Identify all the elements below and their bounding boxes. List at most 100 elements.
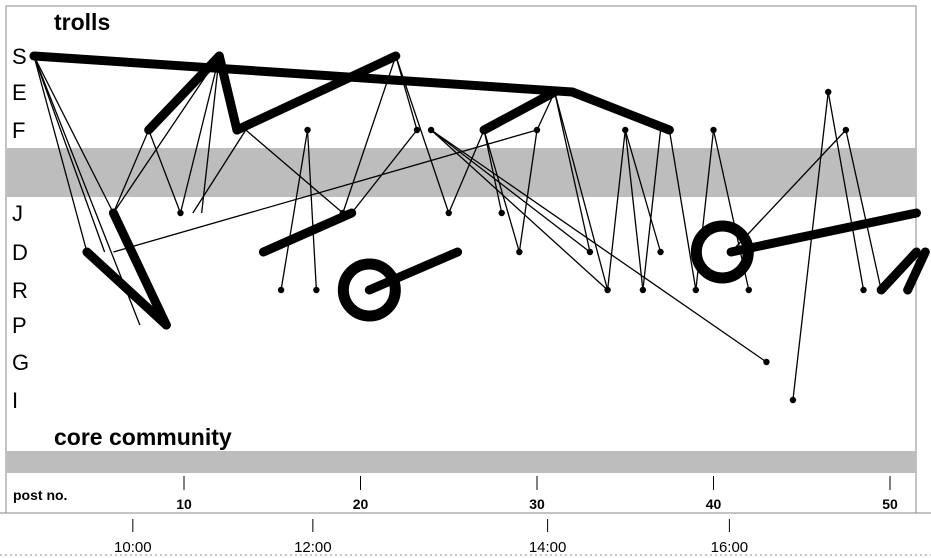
post-node-3 <box>304 126 311 134</box>
thin-edge-12 <box>306 129 318 291</box>
thin-edge-2 <box>33 55 114 214</box>
post-tick-label-40: 40 <box>706 496 722 512</box>
thick-edge-2 <box>144 51 224 135</box>
thin-edge-34 <box>730 129 847 253</box>
thin-edge-22 <box>483 129 520 253</box>
thick-edge-9 <box>364 247 463 295</box>
post-node-4 <box>313 286 320 294</box>
section-label-trolls: trolls <box>54 9 110 35</box>
post-nodes <box>145 88 867 404</box>
thin-edge-26 <box>554 91 609 291</box>
thin-edge-23 <box>518 129 538 253</box>
rings <box>337 220 754 322</box>
post-node-24 <box>860 286 867 294</box>
post-node-16 <box>657 248 664 256</box>
thin-edge-35 <box>792 91 829 401</box>
thin-edge-8 <box>201 55 220 214</box>
thick-edge-0 <box>29 51 577 97</box>
thick-edge-4 <box>232 51 401 135</box>
post-node-10 <box>516 248 523 256</box>
thick-edges <box>29 51 930 330</box>
post-node-9 <box>498 209 505 217</box>
post-node-0 <box>145 126 152 134</box>
core-community-band <box>7 451 916 473</box>
row-label-g: G <box>12 350 29 375</box>
x-axis-title: post no. <box>13 487 67 503</box>
post-node-18 <box>710 126 717 134</box>
thin-edge-5 <box>148 129 182 214</box>
post-node-14 <box>622 126 629 134</box>
thin-edge-0 <box>33 55 88 253</box>
thick-edge-11 <box>876 247 921 295</box>
thin-edge-30 <box>624 129 662 253</box>
thin-edge-17 <box>430 129 591 253</box>
thin-edge-11 <box>280 129 309 291</box>
post-node-8 <box>445 209 452 217</box>
post-node-5 <box>339 209 347 217</box>
thin-edge-36 <box>827 91 865 291</box>
thin-edge-27 <box>606 129 626 291</box>
post-tick-label-10: 10 <box>176 496 192 512</box>
thin-edge-37 <box>845 129 882 291</box>
post-node-13 <box>604 286 611 294</box>
post-node-7 <box>427 126 435 134</box>
thin-edge-7 <box>112 55 220 214</box>
thin-edge-9 <box>192 129 247 214</box>
post-node-1 <box>177 209 184 217</box>
post-node-19 <box>745 286 752 294</box>
thin-edge-20 <box>448 129 485 214</box>
thick-edge-7 <box>108 208 171 330</box>
post-tick-label-30: 30 <box>529 496 545 512</box>
section-label-core-community: core community <box>54 424 232 450</box>
thin-edge-28 <box>624 129 644 291</box>
thin-edge-18 <box>430 129 609 291</box>
thin-edge-29 <box>642 129 662 291</box>
thin-edge-19 <box>430 129 767 363</box>
time-tick-label-0: 10:00 <box>114 539 152 556</box>
row-label-e: E <box>12 80 27 105</box>
thin-edge-25 <box>554 91 591 253</box>
time-tick-label-1: 12:00 <box>294 539 332 556</box>
thick-edge-5 <box>479 87 560 135</box>
thin-edge-6 <box>179 55 220 214</box>
thick-edge-6 <box>82 247 171 330</box>
thick-edge-8 <box>258 208 357 257</box>
thin-edge-4 <box>112 129 150 214</box>
post-node-22 <box>825 88 832 96</box>
thin-edge-3 <box>33 55 106 253</box>
thin-edge-31 <box>668 129 697 291</box>
row-label-s: S <box>12 44 27 69</box>
post-tick-label-50: 50 <box>882 496 898 512</box>
time-tick-label-3: 16:00 <box>711 539 749 556</box>
post-node-20 <box>763 358 770 366</box>
post-node-2 <box>277 286 285 294</box>
thick-edge-1 <box>567 87 674 135</box>
post-number-axis: 10 20 30 40 50 <box>176 476 898 512</box>
thick-edge-10 <box>726 208 921 257</box>
post-node-23 <box>842 126 850 134</box>
post-tick-label-20: 20 <box>353 496 369 512</box>
troll-separator-band <box>7 148 916 197</box>
post-node-6 <box>413 126 421 134</box>
thin-edge-15 <box>351 129 418 214</box>
thin-edges <box>33 55 882 401</box>
ring-1 <box>690 220 754 284</box>
time-axis: 10:00 12:00 14:00 16:00 <box>114 519 748 556</box>
thick-edge-3 <box>214 51 242 135</box>
post-node-11 <box>533 126 541 134</box>
row-label-p: P <box>12 313 27 338</box>
row-label-d: D <box>12 240 28 265</box>
thin-edge-38 <box>113 129 538 253</box>
row-label-i: I <box>12 388 18 413</box>
row-label-f: F <box>12 118 25 143</box>
post-node-21 <box>789 396 797 404</box>
plot-frame <box>5 5 917 514</box>
post-node-15 <box>639 286 647 294</box>
thick-edge-12 <box>903 247 930 295</box>
post-node-17 <box>692 286 700 294</box>
time-tick-label-2: 14:00 <box>529 539 567 556</box>
row-label-r: R <box>12 278 28 303</box>
post-node-12 <box>586 248 594 256</box>
